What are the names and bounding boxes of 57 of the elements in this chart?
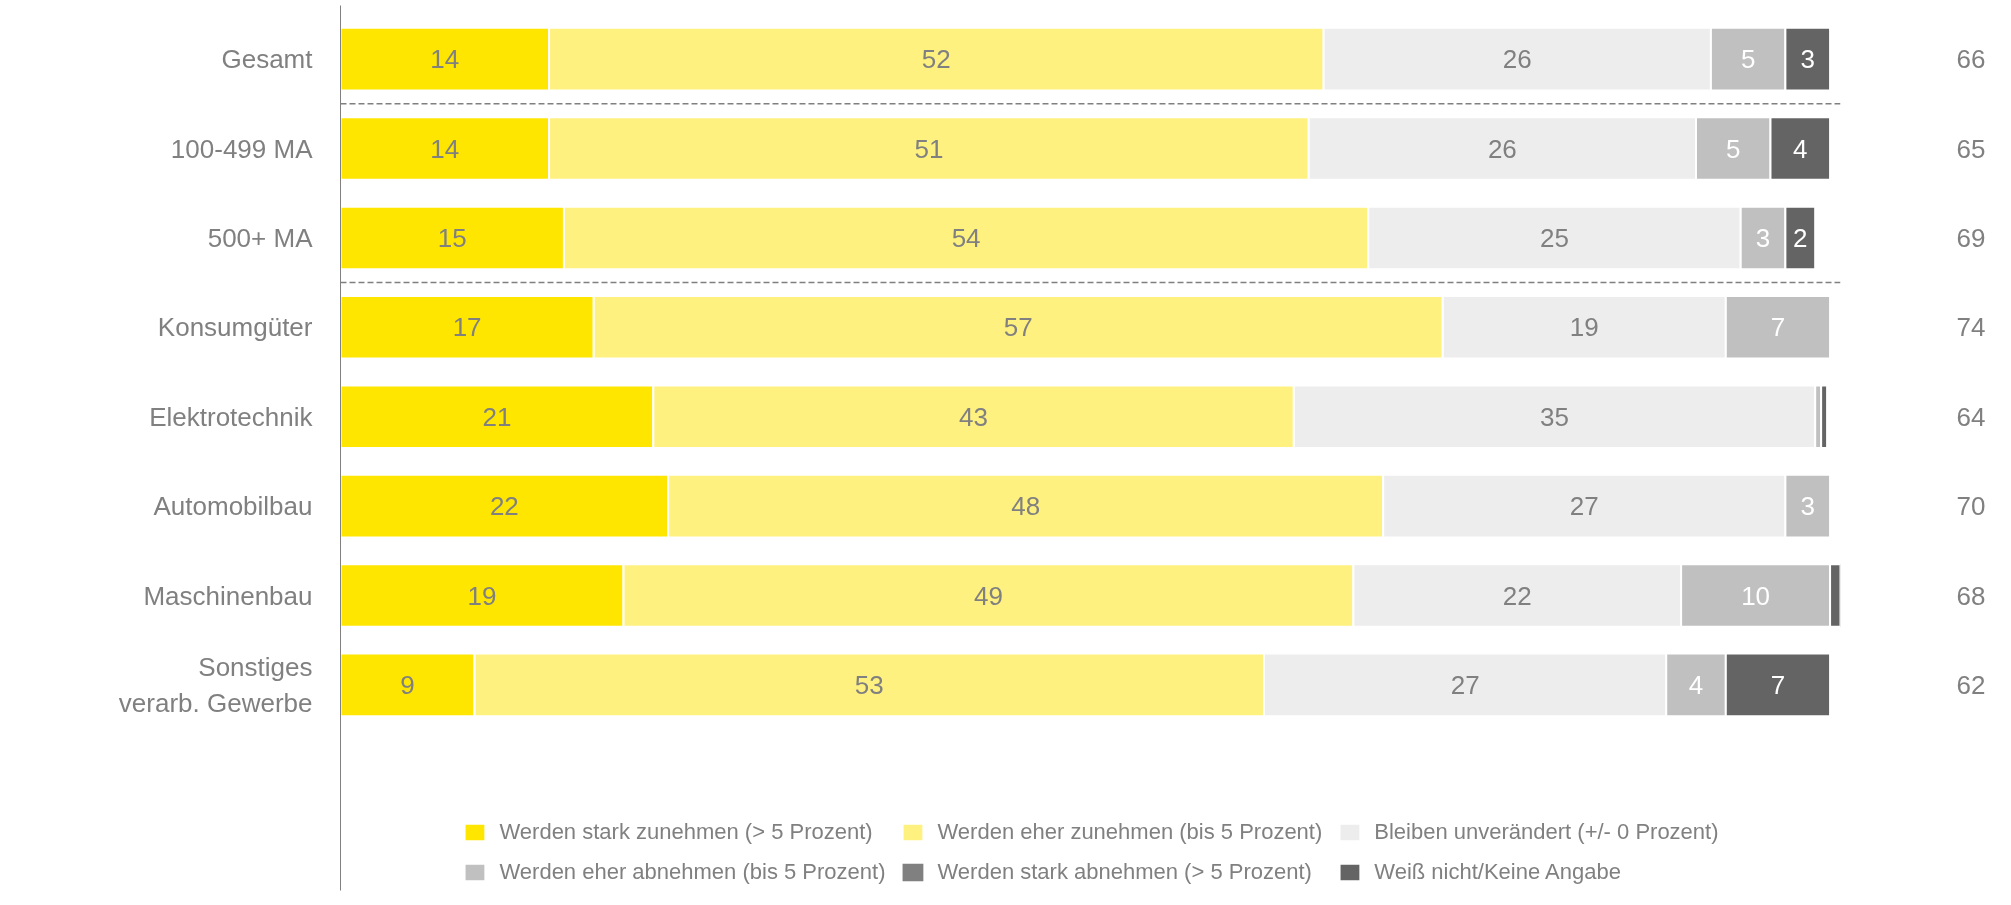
legend-label: Werden eher abnehmen (bis 5 Prozent)	[499, 859, 886, 885]
y-tick-label: Maschinenbau	[143, 580, 313, 611]
data-label: 3	[1800, 44, 1815, 75]
legend-label: Weiß nicht/Keine Angabe	[1374, 859, 1621, 885]
y-tick-label: Elektrotechnik	[149, 401, 314, 432]
data-label: 3	[1755, 222, 1771, 253]
data-label: 4	[1688, 669, 1704, 700]
data-label: 21	[482, 401, 512, 432]
text: 62	[1956, 669, 1986, 700]
data-label: 17	[452, 312, 482, 343]
data-label: 35	[1540, 401, 1569, 432]
data-label: 19	[467, 580, 497, 611]
data-label: 14	[430, 44, 460, 75]
data-label: 43	[959, 401, 989, 432]
text: 64	[1956, 401, 1986, 432]
data-label: 52	[921, 44, 951, 75]
legend-label: Bleiben unverändert (+/- 0 Prozent)	[1374, 819, 1719, 845]
y-tick-label: 500+ MA	[207, 222, 314, 253]
data-label: 49	[974, 580, 1003, 611]
data-label: 9	[400, 669, 415, 700]
data-label: 14	[430, 133, 460, 164]
text: 65	[1956, 133, 1986, 164]
data-label: 57	[1003, 312, 1033, 343]
y-tick-label: Gesamt	[221, 44, 314, 75]
data-label: 5	[1726, 133, 1741, 164]
data-label: 15	[437, 222, 467, 253]
data-label: 51	[914, 133, 944, 164]
y-tick-label: Konsumgüter	[157, 312, 313, 343]
y-tick-label: Sonstiges verarb. Gewerbe	[118, 651, 313, 718]
data-label: 53	[854, 669, 884, 700]
data-label: 48	[1011, 491, 1041, 522]
data-label: 54	[951, 222, 981, 253]
data-label: 7	[1770, 312, 1786, 343]
data-label: 3	[1800, 491, 1815, 522]
legend-label: Werden eher zunehmen (bis 5 Prozent)	[937, 819, 1323, 845]
text: 74	[1956, 312, 1986, 343]
y-tick-label: 100-499 MA	[170, 133, 314, 164]
data-label: 19	[1569, 312, 1599, 343]
data-label: 7	[1770, 669, 1786, 700]
text: 69	[1956, 222, 1986, 253]
data-label: 22	[489, 491, 519, 522]
data-label: 22	[1502, 580, 1532, 611]
legend-label: Werden stark zunehmen (> 5 Prozent)	[499, 819, 873, 845]
text: 70	[1956, 491, 1986, 522]
data-label: 27	[1569, 491, 1599, 522]
text: 68	[1956, 580, 1986, 611]
legend-label: Werden stark abnehmen (> 5 Prozent)	[937, 859, 1312, 885]
data-label: 5	[1740, 44, 1756, 75]
data-label: 26	[1502, 44, 1532, 75]
data-label: 27	[1450, 669, 1480, 700]
data-label: 2	[1793, 222, 1808, 253]
data-label: 4	[1793, 133, 1808, 164]
data-label: 25	[1540, 222, 1569, 253]
text: 66	[1956, 44, 1986, 75]
data-label: 26	[1487, 133, 1517, 164]
data-label: 10	[1741, 580, 1771, 611]
y-tick-label: Automobilbau	[153, 491, 313, 522]
